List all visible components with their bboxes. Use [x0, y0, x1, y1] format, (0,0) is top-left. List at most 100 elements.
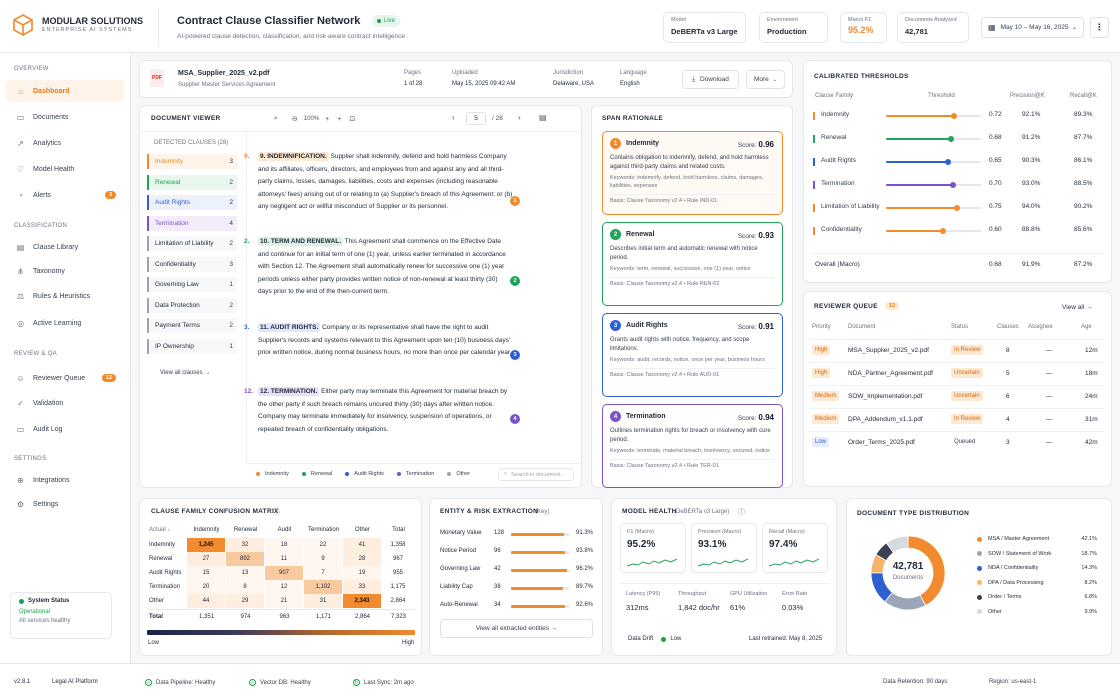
clause-marker[interactable]: 1 [510, 196, 520, 206]
matrix-cell[interactable]: 1,358 [382, 538, 414, 552]
clause-name: Indemnity [155, 158, 184, 165]
sidebar-item-label: Rules & Heuristics [33, 292, 91, 300]
matrix-cell[interactable]: 1,245 [187, 538, 225, 552]
zoom-out-icon[interactable]: ⊖ [291, 116, 298, 123]
clause-paragraph[interactable]: 2. 10. TERM AND RENEWAL. This Agreement s… [244, 236, 513, 299]
matrix-cell[interactable]: 907 [265, 566, 303, 580]
donut-slice[interactable] [885, 535, 909, 554]
clause-list-item[interactable]: IP Ownership 1 [147, 338, 237, 354]
matrix-cell[interactable]: 18 [265, 538, 303, 552]
next-page-icon[interactable]: › [518, 113, 521, 122]
fit-page-icon[interactable]: ⊡ [349, 116, 356, 123]
info-icon[interactable]: ⓘ [273, 509, 280, 516]
threshold-slider-handle[interactable] [954, 205, 961, 211]
more-button[interactable]: More ⌄ [746, 70, 785, 89]
threshold-slider-handle[interactable] [940, 228, 946, 234]
clause-paragraph[interactable]: 12. 12. TERMINATION. Either party may ter… [244, 386, 513, 436]
span-rationale-item[interactable]: 3 Audit Rights Score: 0.91 Grants audit rig… [602, 313, 783, 397]
span-rationale-item[interactable]: 4 Termination Score: 0.94 Outlines terminat… [602, 404, 783, 488]
download-button[interactable]: ⤓ Download [682, 70, 739, 89]
matrix-cell[interactable]: 33 [343, 580, 381, 594]
threshold-slider-handle[interactable] [947, 136, 954, 142]
date-range-picker[interactable]: ▦ May 10 – May 16, 2025 ⌄ [981, 17, 1084, 38]
matrix-cell[interactable]: 41 [343, 538, 381, 552]
sidebar-item-alerts[interactable]: ◔ Alerts 3 [6, 184, 124, 206]
clause-marker[interactable]: 4 [510, 414, 520, 424]
queue-row[interactable]: High NDA_Partner_Agreement.pdf Uncertain 5 —… [809, 362, 1104, 384]
sidebar-item-audit-log[interactable]: ▭ Audit Log [6, 418, 124, 440]
matrix-cell[interactable]: 1,102 [304, 580, 342, 594]
sidebar-item-model-health[interactable]: ♡ Model Health [6, 158, 124, 180]
clause-list-item[interactable]: Termination 4 [147, 215, 237, 231]
matrix-cell[interactable]: 11 [265, 552, 303, 566]
sidebar-item-taxonomy[interactable]: ⋔ Taxonomy [6, 260, 124, 282]
threshold-slider-handle[interactable] [951, 113, 958, 119]
matrix-cell[interactable]: 20 [187, 580, 225, 594]
queue-row[interactable]: Low Order_Terms_2025.pdf Queued 3 — 42m [809, 431, 1104, 453]
threshold-slider-handle[interactable] [949, 182, 956, 188]
matrix-cell[interactable]: 8 [226, 580, 264, 594]
matrix-cell[interactable]: 9 [304, 552, 342, 566]
matrix-cell[interactable]: 31 [304, 594, 342, 608]
matrix-cell[interactable]: 29 [226, 594, 264, 608]
matrix-cell[interactable]: 22 [304, 538, 342, 552]
matrix-cell[interactable]: 44 [187, 594, 225, 608]
info-icon[interactable]: ⓘ [738, 509, 745, 516]
queue-row[interactable]: Medium DPA_Addendum_v1.1.pdf In Review 4 — 31… [809, 408, 1104, 430]
clause-marker[interactable]: 2 [510, 276, 520, 286]
donut-slice[interactable] [884, 591, 927, 611]
add-icon[interactable]: + [337, 115, 342, 123]
sidebar-item-analytics[interactable]: ↗ Analytics [6, 132, 124, 154]
matrix-cell[interactable]: 892 [226, 552, 264, 566]
matrix-cell[interactable]: 21 [265, 594, 303, 608]
sidebar-toggle-icon[interactable]: ▤ [539, 113, 547, 122]
sidebar-item-integrations[interactable]: ⊕ Integrations [6, 469, 124, 491]
matrix-cell[interactable]: 2,864 [382, 594, 414, 608]
view-all-clauses-link[interactable]: View all clauses → [160, 370, 210, 376]
matrix-cell[interactable]: 19 [343, 566, 381, 580]
sidebar-item-active-learning[interactable]: ◎ Active Learning [6, 312, 124, 334]
matrix-cell[interactable]: 955 [382, 566, 414, 580]
matrix-cell[interactable]: 27 [187, 552, 225, 566]
page-number-input[interactable]: 5 [466, 112, 486, 125]
matrix-cell[interactable]: 2,343 [343, 594, 381, 608]
threshold-slider-handle[interactable] [944, 159, 951, 165]
queue-row[interactable]: High MSA_Supplier_2025_v2.pdf In Review 8 — 1… [809, 339, 1104, 361]
sidebar-item-validation[interactable]: ✓ Validation [6, 392, 124, 414]
clause-list-item[interactable]: Governing Law 1 [147, 277, 237, 292]
sidebar-item-documents[interactable]: ▭ Documents [6, 106, 124, 128]
clause-list-item[interactable]: Audit Rights 2 [147, 195, 237, 210]
sidebar-item-rules-heuristics[interactable]: ⚖ Rules & Heuristics [6, 285, 124, 307]
previous-page-icon[interactable]: ‹ [452, 113, 455, 122]
more-options-button[interactable]: ⋮ [1090, 17, 1109, 38]
sidebar-item-settings[interactable]: ⚙ Settings [6, 493, 124, 515]
clause-marker[interactable]: 3 [510, 350, 520, 360]
sidebar-item-clause-library[interactable]: ▤ Clause Library [6, 236, 124, 258]
clause-list-item[interactable]: Payment Terms 2 [147, 318, 237, 333]
span-rationale-item[interactable]: 2 Renewal Score: 0.93 Describes initial ter… [602, 222, 783, 306]
clause-list-item[interactable]: Limitation of Liability 2 [147, 236, 237, 251]
matrix-cell[interactable]: 15 [187, 566, 225, 580]
zoom-in-icon[interactable]: + [325, 115, 330, 123]
document-search-input[interactable]: ⌕ Search in document... [498, 468, 574, 481]
matrix-cell[interactable]: 32 [226, 538, 264, 552]
matrix-cell[interactable]: 967 [382, 552, 414, 566]
queue-view-all-link[interactable]: View all → [1062, 304, 1093, 311]
clause-paragraph[interactable]: 9. 9. INDEMNIFICATION. Supplier shall ind… [244, 151, 513, 214]
clause-list-item[interactable]: Renewal 2 [147, 174, 237, 190]
matrix-cell[interactable]: 28 [343, 552, 381, 566]
matrix-cell[interactable]: 1,175 [382, 580, 414, 594]
view-all-entities-button[interactable]: View all extracted entities → [440, 619, 593, 638]
search-icon[interactable]: ⌕ [274, 115, 278, 122]
clause-list-item[interactable]: Data Protection 2 [147, 297, 237, 313]
clause-list-item[interactable]: Indemnity 3 [147, 154, 237, 169]
span-rationale-item[interactable]: 1 Indemnity Score: 0.96 Contains obligation… [602, 131, 783, 215]
matrix-cell[interactable]: 13 [226, 566, 264, 580]
clause-list-item[interactable]: Confidentiality 3 [147, 256, 237, 272]
matrix-cell[interactable]: 12 [265, 580, 303, 594]
matrix-cell[interactable]: 7 [304, 566, 342, 580]
sidebar-item-reviewer-queue[interactable]: ☺ Reviewer Queue 12 [6, 367, 124, 389]
sidebar-item-dashboard[interactable]: ⌂ Dashboard [6, 80, 124, 102]
queue-row[interactable]: Medium SOW_Implementation.pdf Uncertain 6 — 2… [809, 385, 1104, 407]
clause-paragraph[interactable]: 3. 11. AUDIT RIGHTS. Company or its repre… [244, 322, 513, 360]
